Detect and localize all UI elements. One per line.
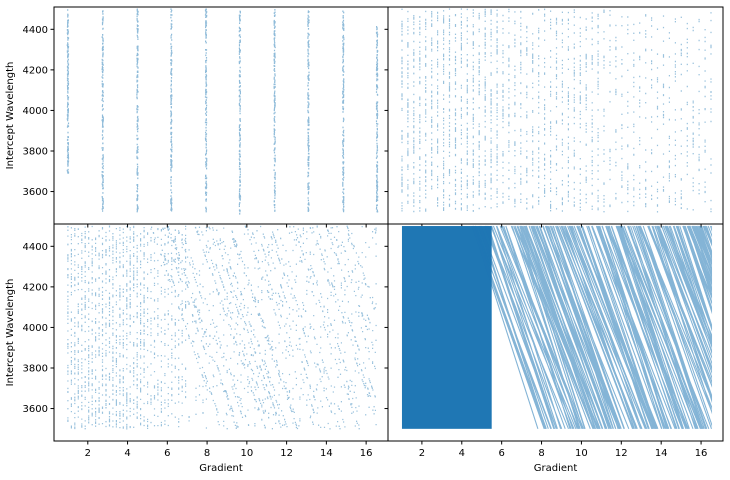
x-tick-label: 2 [85,448,91,459]
scatter-column [307,10,310,212]
y-tick-label: 3800 [23,363,48,374]
y-tick-label: 3600 [23,404,48,415]
scatter-points-mixed [67,225,377,430]
saturated-region [401,226,492,429]
panel-top-left: 3600 3800 4000 4200 4400 Intercept Wavelength [5,6,389,228]
scatter-points [67,225,377,430]
y-axis-label: Intercept Wavelength [5,62,16,170]
y-tick-label: 3600 [23,187,48,198]
axes-frame [53,6,389,225]
y-tick-label: 4000 [23,106,48,117]
x-tick-label: 12 [280,448,293,459]
y-tick-label: 4400 [23,242,48,253]
x-tick-label: 10 [575,448,588,459]
panels: 3600 3800 4000 4200 4400 Intercept Wavelength… [5,6,724,474]
scatter-column [136,8,139,213]
x-tick-label: 6 [164,448,170,459]
x-tick-label: 10 [240,448,253,459]
x-tick-label: 6 [498,448,504,459]
scatter-points [401,224,723,441]
x-tick-label: 16 [695,448,708,459]
scatter-column [342,10,345,213]
x-tick-label: 8 [204,448,210,459]
scatter-column [101,10,104,212]
x-tick-label: 8 [538,448,544,459]
scatter-column [273,9,276,212]
scatter-column [66,9,70,174]
scatter-diagonals [471,225,723,430]
plot-margin [712,224,723,441]
y-axis-label: Intercept Wavelength [5,279,16,387]
scatter-column [238,10,242,215]
axes-frame [53,223,389,442]
panel-top-right [384,6,724,228]
x-tick-label: 12 [615,448,628,459]
scatter-column [170,8,173,212]
axes-frame [387,223,724,442]
scatter-column [375,26,379,213]
scatter-points [66,8,379,215]
x-tick-label: 16 [360,448,373,459]
x-tick-label: 4 [124,448,130,459]
panel-bottom-left: 3600 3800 4000 4200 4400 2 4 6 8 10 12 14 16 Gradient… [5,223,389,474]
y-tick-label: 4200 [23,65,48,76]
scatter-points-dense [401,8,712,213]
y-tick-label: 4000 [23,323,48,334]
axes-frame [387,6,724,225]
y-tick-label: 3800 [23,146,48,157]
y-tick-label: 4200 [23,282,48,293]
x-axis-label: Gradient [534,463,578,474]
scatter-points [401,8,712,213]
x-tick-label: 4 [459,448,465,459]
scatter-column [204,8,208,213]
x-axis-label: Gradient [199,463,243,474]
x-tick-label: 14 [655,448,668,459]
x-tick-label: 2 [419,448,425,459]
y-tick-label: 4400 [23,25,48,36]
x-tick-label: 14 [320,448,333,459]
panel-bottom-right: 2 4 6 8 10 12 14 16 Gradient [384,223,724,474]
